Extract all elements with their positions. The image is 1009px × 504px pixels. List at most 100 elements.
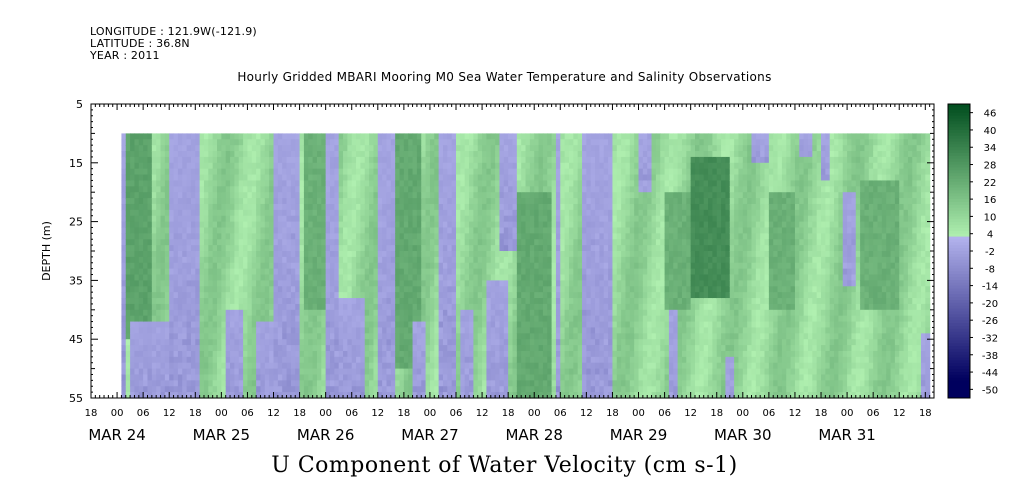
heatmap-cell	[212, 345, 218, 352]
heatmap-cell	[408, 151, 414, 158]
heatmap-cell	[464, 392, 470, 399]
heatmap-cell	[447, 268, 453, 276]
heatmap-cell	[343, 251, 348, 258]
heatmap-cell	[360, 327, 366, 334]
heatmap-cell	[277, 392, 283, 399]
heatmap-cell	[134, 268, 140, 276]
heatmap-cell	[460, 215, 466, 223]
heatmap-cell	[525, 192, 531, 199]
heatmap-cell	[403, 321, 409, 329]
heatmap-cell	[329, 268, 335, 276]
heatmap-cell	[364, 268, 370, 276]
heatmap-cell	[508, 233, 514, 240]
heatmap-cell	[582, 203, 587, 211]
heatmap-cell	[121, 268, 127, 276]
longitude-label: LONGITUDE : 121.9W(-121.9)	[90, 25, 257, 38]
heatmap-cell	[329, 233, 335, 240]
heatmap-cell	[238, 368, 244, 376]
heatmap-cell	[182, 292, 188, 299]
heatmap-cell	[221, 280, 227, 287]
heatmap-cell	[403, 156, 409, 164]
heatmap-cell	[316, 280, 322, 287]
heatmap-cell	[482, 374, 488, 381]
heatmap-cell	[256, 198, 262, 205]
heatmap-cell	[347, 133, 353, 140]
heatmap-cell	[369, 198, 375, 205]
heatmap-cell	[425, 251, 431, 258]
heatmap-cell	[234, 368, 240, 376]
heatmap-cell	[516, 227, 522, 234]
heatmap-cell	[547, 215, 553, 223]
heatmap-cell	[234, 356, 240, 364]
heatmap-cell	[486, 215, 492, 223]
heatmap-cell	[560, 262, 566, 270]
heatmap-cell	[186, 139, 192, 146]
heatmap-cell	[434, 186, 440, 193]
heatmap-cell	[282, 274, 288, 281]
heatmap-cell	[386, 345, 392, 352]
heatmap-cell	[338, 380, 344, 387]
heatmap-cell	[312, 168, 318, 176]
heatmap-cell	[169, 262, 175, 270]
heatmap-cell	[456, 374, 461, 381]
heatmap-cell	[134, 303, 140, 311]
heatmap-cell	[377, 245, 383, 252]
heatmap-cell	[508, 139, 514, 146]
heatmap-cell	[343, 262, 348, 270]
heatmap-cell	[529, 245, 535, 252]
heatmap-cell	[182, 345, 188, 352]
heatmap-cell	[599, 345, 605, 352]
heatmap-cell	[425, 262, 431, 270]
heatmap-cell	[403, 239, 409, 246]
heatmap-cell	[568, 215, 574, 223]
heatmap-cell	[512, 151, 518, 158]
heatmap-cell	[538, 292, 544, 299]
heatmap-cell	[516, 374, 522, 381]
heatmap-cell	[416, 262, 422, 270]
heatmap-cell	[369, 333, 375, 340]
heatmap-cell	[456, 350, 461, 358]
heatmap-cell	[369, 339, 375, 346]
heatmap-cell	[208, 356, 214, 364]
heatmap-cell	[482, 280, 488, 287]
heatmap-cell	[195, 251, 201, 258]
heatmap-cell	[277, 368, 283, 376]
heatmap-cell	[416, 198, 422, 205]
heatmap-cell	[312, 292, 318, 299]
heatmap-cell	[243, 156, 249, 164]
heatmap-cell	[403, 221, 409, 229]
heatmap-cell	[460, 233, 466, 240]
heatmap-cell	[321, 368, 327, 376]
heatmap-cell	[351, 392, 357, 399]
heatmap-cell	[225, 268, 231, 276]
heatmap-cell	[195, 203, 201, 211]
heatmap-cell	[377, 251, 383, 258]
heatmap-cell	[547, 139, 553, 146]
heatmap-cell	[416, 321, 422, 329]
heatmap-cell	[243, 262, 249, 270]
heatmap-cell	[290, 356, 296, 364]
heatmap-cell	[503, 392, 509, 399]
heatmap-cell	[156, 251, 162, 258]
heatmap-cell	[195, 233, 201, 240]
heatmap-cell	[243, 198, 249, 205]
heatmap-cell	[416, 239, 422, 246]
heatmap-cell	[477, 180, 483, 187]
heatmap-cell	[534, 192, 540, 199]
heatmap-cell	[277, 151, 283, 158]
heatmap-cell	[469, 180, 474, 187]
heatmap-cell	[147, 227, 153, 234]
heatmap-cell	[442, 268, 448, 276]
heatmap-cell	[134, 321, 140, 329]
heatmap-cell	[373, 380, 379, 387]
heatmap-cell	[469, 350, 474, 358]
heatmap-cell	[560, 292, 566, 299]
heatmap-cell	[473, 380, 479, 387]
heatmap-cell	[356, 139, 362, 146]
heatmap-cell	[503, 209, 509, 217]
heatmap-cell	[412, 221, 418, 229]
heatmap-cell	[143, 303, 149, 311]
heatmap-cell	[277, 209, 283, 217]
heatmap-cell	[125, 186, 131, 193]
heatmap-cell	[390, 198, 396, 205]
